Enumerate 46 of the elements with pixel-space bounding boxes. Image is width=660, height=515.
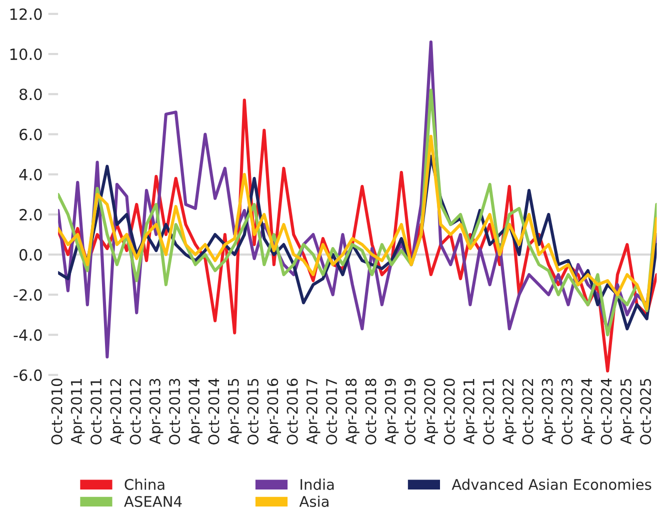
x-tick-label: Apr-2013	[149, 378, 164, 444]
y-tick-label: -2.0	[14, 289, 42, 301]
y-tick-label: 4.0	[19, 168, 42, 180]
x-tick-label: Oct-2022	[522, 379, 534, 444]
x-tick-label: Oct-2023	[561, 378, 572, 444]
x-tick-label: Oct-2021	[483, 379, 494, 444]
legend-label: Asia	[299, 496, 328, 507]
x-tick-label: Apr-2016	[267, 378, 282, 444]
y-tick-label: 6.0	[20, 128, 42, 140]
y-tick-label: -4.0	[14, 329, 42, 341]
x-tick-label: Apr-2023	[542, 378, 556, 444]
x-tick-label: Oct-2014	[208, 378, 220, 444]
y-tick-label: 10.0	[10, 48, 42, 60]
x-tick-label: Oct-2024	[600, 378, 612, 444]
legend-label: ASEAN4	[124, 496, 182, 507]
x-tick-label: Apr-2015	[228, 378, 242, 444]
legend-label: India	[300, 478, 334, 490]
x-tick-label: Oct-2018	[365, 378, 376, 444]
legend-label: Advanced Asian Economies	[452, 478, 652, 490]
x-tick-label: Oct-2020	[444, 378, 455, 444]
x-tick-label: Oct-2012	[130, 379, 141, 444]
x-tick-label: Apr-2014	[188, 378, 202, 444]
x-tick-label: Apr-2018	[346, 378, 360, 444]
x-tick-label: Oct-2017	[326, 378, 338, 444]
x-tick-label: Oct-2015	[247, 378, 259, 444]
y-tick-label: -6.0	[14, 369, 42, 381]
y-tick-label: 12.0	[10, 8, 42, 20]
x-tick-label: Apr-2012	[110, 379, 124, 444]
x-tick-label: Oct-2011	[90, 379, 102, 444]
y-tick-label: 8.0	[20, 88, 42, 100]
x-tick-label: Apr-2022	[502, 379, 516, 444]
x-tick-label: Apr-2019	[384, 378, 399, 444]
y-tick-label: 2.0	[20, 208, 42, 220]
x-tick-label: Apr-2011	[70, 379, 85, 444]
x-tick-label: Oct-2013	[169, 378, 180, 444]
x-tick-label: Apr-2020	[424, 378, 438, 444]
x-tick-label: Oct-2016	[286, 378, 298, 444]
x-tick-label: Oct-2025	[640, 378, 652, 444]
legend-label: China	[124, 478, 164, 490]
x-tick-label: Oct-2019	[404, 378, 416, 444]
x-tick-label: Apr-2024	[581, 378, 595, 444]
x-tick-label: Oct-2010	[51, 378, 62, 444]
x-tick-label: Apr-2017	[306, 378, 320, 444]
x-tick-label: Apr-2025	[620, 378, 634, 444]
x-tick-label: Apr-2021	[463, 379, 478, 444]
y-tick-label: 0.0	[20, 249, 42, 261]
